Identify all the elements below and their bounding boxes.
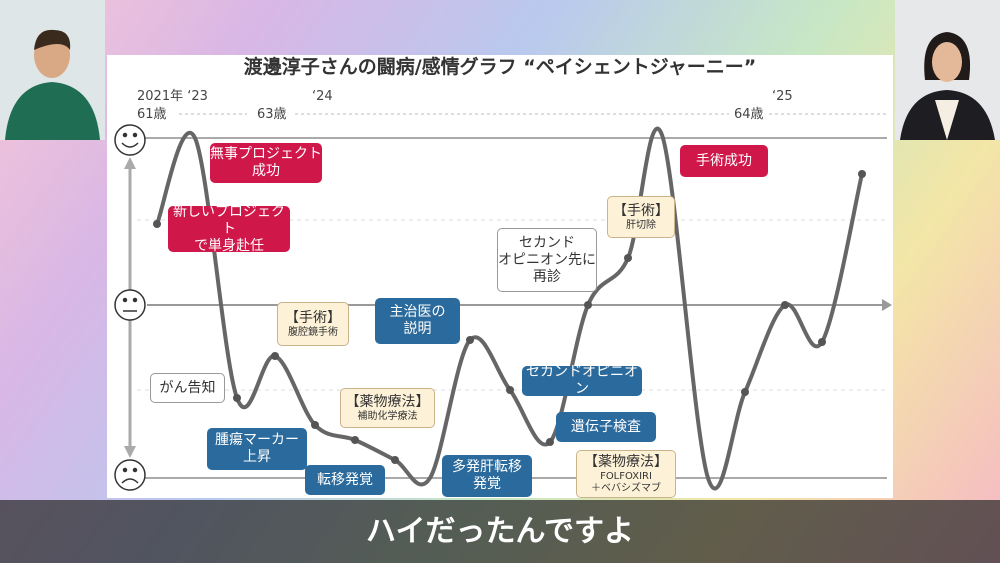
annotation-text: 手術成功 [696,152,752,169]
curve-point [391,456,399,464]
time-label: ‘25 [772,89,793,104]
curve-point [624,254,632,262]
faces [114,124,146,491]
annotation-text: 肝切除 [626,219,656,231]
host-figure [0,0,105,140]
curve-point [271,352,279,360]
annotation-text: 腫瘍マーカー [215,432,299,448]
journey-graph: 渡邊淳子さんの闘病/感情グラフ “ペイシェントジャーニー” 2021年 ‘23 … [114,55,892,491]
curve-point [351,436,359,444]
time-label: 64歳 [734,107,764,122]
annotation: 【手術】 腹腔鏡手術 [277,302,349,346]
time-label: 2021年 ‘23 [137,89,208,104]
annotation-text: 遺伝子検査 [571,418,641,435]
timeline: 2021年 ‘23 61歳 63歳 ‘24 64歳 ‘25 [137,89,793,122]
curve-point [584,301,592,309]
annotation-text: がん告知 [159,379,216,396]
annotation-text: 多発肝転移 [452,459,522,475]
annotation: 主治医の 説明 [375,298,460,344]
guest-figure [895,0,1000,140]
guest-video [895,0,1000,140]
annotation-text: 【薬物療法】 [345,393,430,410]
annotation-text: 腹腔鏡手術 [288,326,338,338]
annotation: セカンドオピニオン [522,364,642,397]
curve-point [818,338,826,346]
annotation: 手術成功 [680,145,768,177]
annotation: 無事プロジェクト 成功 [210,143,322,183]
annotation-text: 再診 [533,268,561,285]
annotation: 腫瘍マーカー 上昇 [207,428,307,470]
curve-point [741,388,749,396]
curve-point [233,394,241,402]
annotation-text: 転移発覚 [317,471,373,488]
annotation-text: FOLFOXIRI [600,470,652,482]
annotation-text: 説明 [403,321,432,337]
annotation-text: 上昇 [243,449,271,465]
annotation: 遺伝子検査 [556,412,656,442]
annotation-text: 主治医の [389,304,446,320]
curve-point [311,421,319,429]
curve-point [153,220,161,228]
annotation-text: 【薬物療法】 [584,453,668,470]
annotation-text: 無事プロジェクト [210,146,322,162]
time-label: 63歳 [257,107,287,122]
annotation-text: ＋ベバシズマブ [591,482,661,494]
annotation: 【薬物療法】 FOLFOXIRI ＋ベバシズマブ [576,450,676,498]
annotation-text: 成功 [252,163,280,179]
curve-point [546,438,554,446]
annotation: 【薬物療法】 補助化学療法 [340,388,435,428]
time-label: 61歳 [137,107,167,122]
time-label: ‘24 [312,89,333,104]
annotation: セカンド オピニオン先に 再診 [497,228,597,292]
annotation: 多発肝転移 発覚 [442,455,532,497]
curve-points [153,170,866,464]
annotation: がん告知 [150,373,225,403]
annotation-text: オピニオン先に [498,251,596,268]
annotation-text: 補助化学療法 [357,410,418,422]
annotation: 【手術】 肝切除 [607,196,675,238]
annotation-text: セカンド [519,234,575,251]
annotation-text: セカンドオピニオン [526,364,638,397]
slide-title: 渡邊淳子さんの闘病/感情グラフ “ペイシェントジャーニー” [244,55,757,78]
annotation-text: 発覚 [473,476,501,492]
curve-point [781,301,789,309]
curve-point [466,336,474,344]
annotation: 転移発覚 [305,465,385,495]
annotation-text: 【手術】 [613,202,669,219]
host-video [0,0,105,140]
annotation-text: 新しいプロジェクト [173,203,285,237]
annotation-text: で単身赴任 [194,237,264,254]
annotation-text: 【手術】 [285,309,341,326]
curve-point [858,170,866,178]
slide: 渡邊淳子さんの闘病/感情グラフ “ペイシェントジャーニー” 2021年 ‘23 … [107,55,893,498]
subtitle: ハイだったんですよ [0,500,1000,563]
annotation: 新しいプロジェクト で単身赴任 [168,203,290,254]
curve-point [506,386,514,394]
